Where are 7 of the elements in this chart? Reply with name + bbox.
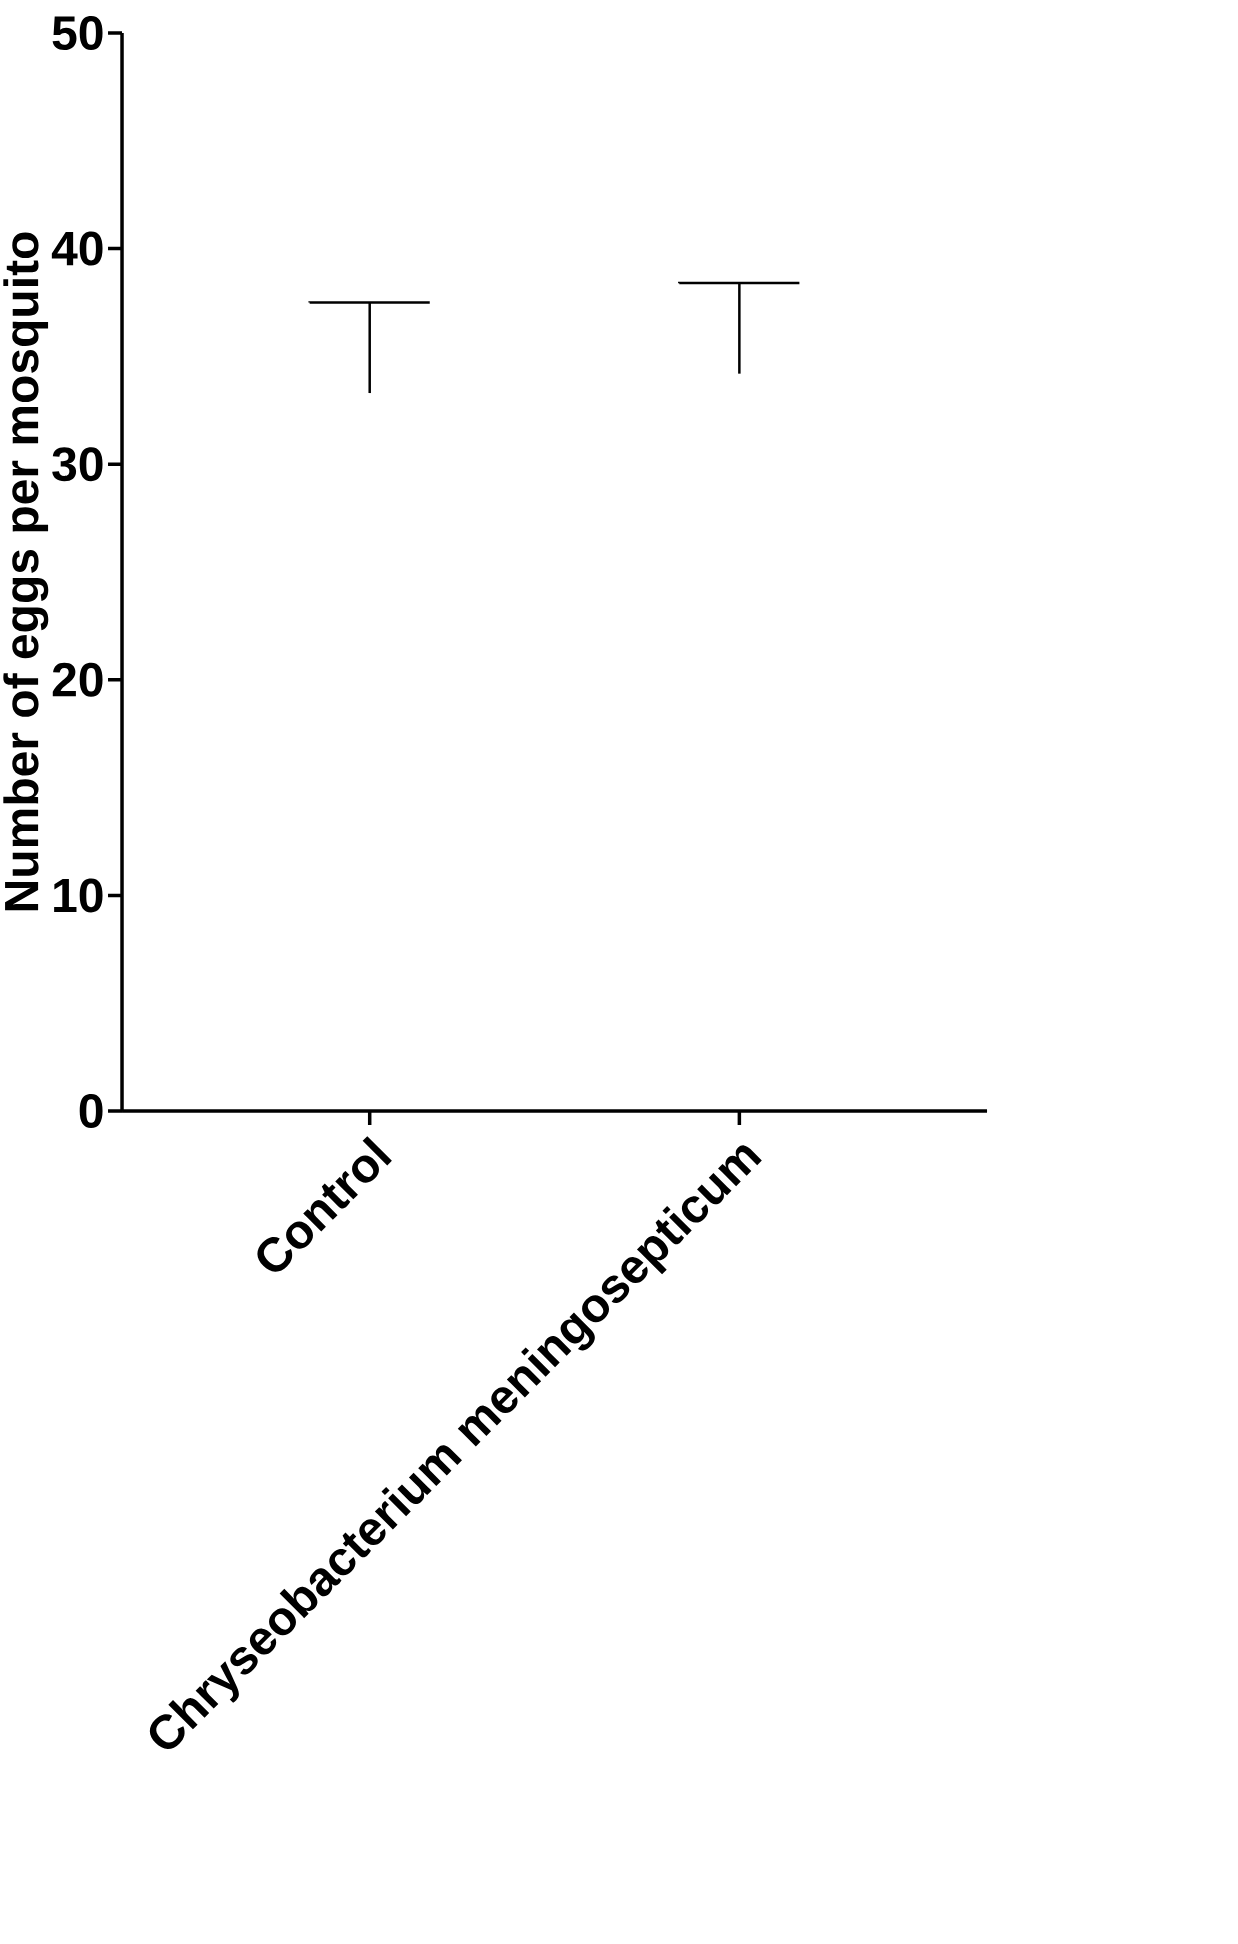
y-tick-label: 0	[79, 1094, 103, 1128]
y-tick-label: 40	[52, 231, 103, 266]
y-tick-label: 50	[52, 16, 103, 50]
y-tick-label: 10	[54, 878, 103, 913]
y-tick-label: 30	[52, 447, 103, 482]
y-tick-label: 20	[52, 662, 103, 697]
y-axis-title: Number of eggs per mosquito	[3, 232, 49, 911]
